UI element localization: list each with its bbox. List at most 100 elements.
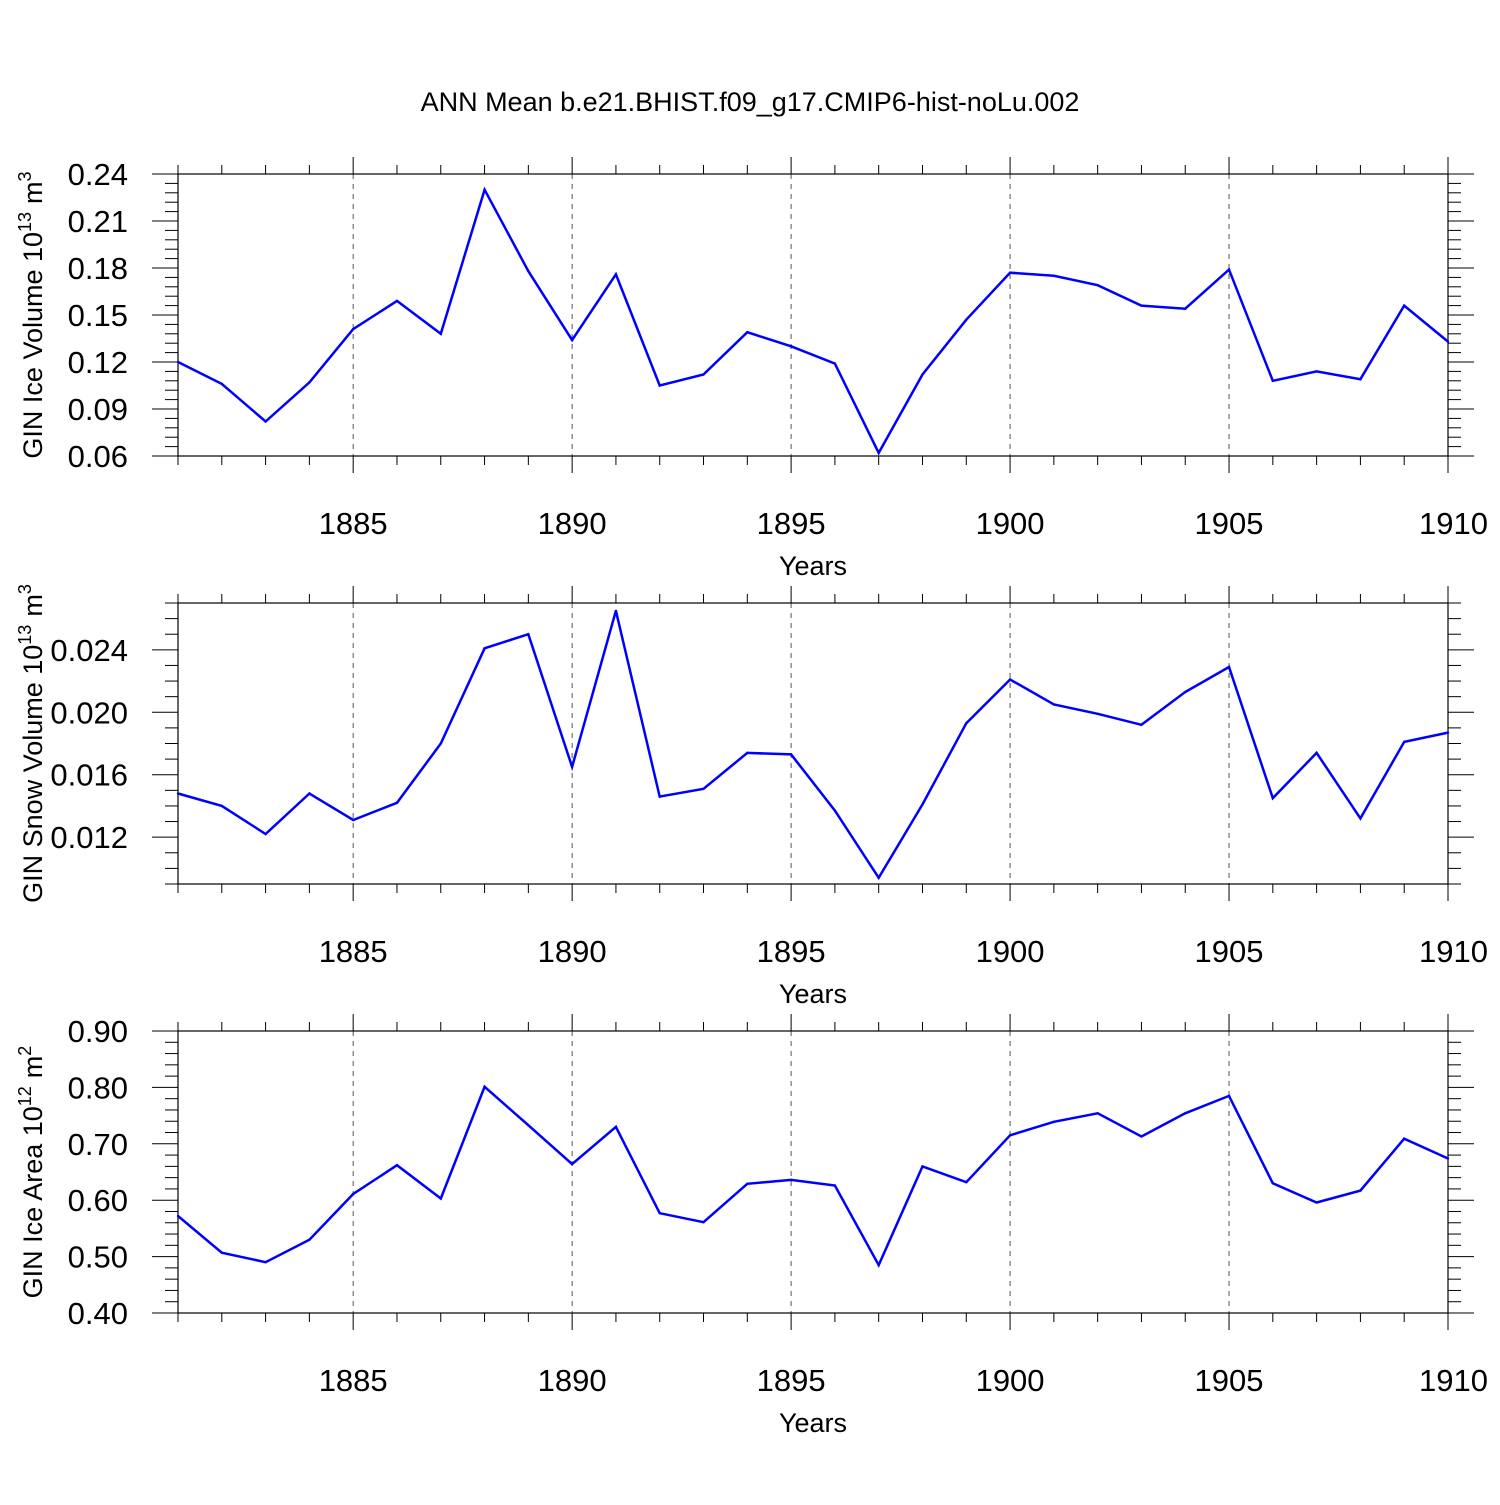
data-point (527, 633, 530, 636)
panel-1: 0.06 0.09 0.12 0.15 0.18 0.21 0.24 1885 1890 1895… (15, 157, 1488, 581)
y-axis-label-superscript: 12 (15, 1086, 35, 1106)
data-point (877, 1263, 880, 1267)
y-axis-label-part: m (18, 181, 48, 204)
data-point (1052, 1120, 1056, 1124)
data-point (1227, 1094, 1231, 1098)
y-axis-label-part: GIN Snow Volume 10 (18, 645, 48, 903)
y-tick-label: 0.09 (68, 392, 128, 427)
x-axis-label: Years (779, 979, 847, 1009)
data-point (1008, 271, 1012, 274)
data-point (395, 1164, 399, 1167)
x-tick-label: 1895 (757, 1363, 826, 1398)
data-point (1096, 284, 1099, 287)
x-axis-label: Years (779, 1408, 847, 1438)
data-point (921, 1165, 924, 1168)
data-point (658, 1211, 661, 1215)
data-point (1359, 817, 1362, 820)
y-tick-label: 0.06 (68, 439, 128, 474)
data-point (1359, 1189, 1362, 1192)
y-tick-label: 0.40 (68, 1296, 128, 1331)
data-point (176, 1214, 180, 1218)
data-point (658, 384, 661, 387)
data-point (1052, 703, 1056, 706)
data-point (746, 331, 749, 334)
y-axis-label: GIN Ice Volume 1013 m3 (15, 171, 48, 458)
series-line (177, 610, 1449, 881)
data-point (570, 765, 574, 769)
data-point (1446, 340, 1450, 343)
data-point (1096, 1112, 1099, 1115)
data-point (1446, 1157, 1450, 1160)
data-point (439, 742, 442, 745)
y-axis-label: GIN Ice Area 1012 m2 (15, 1046, 48, 1299)
data-point (220, 1251, 223, 1254)
data-point (1140, 1135, 1143, 1138)
data-point (308, 792, 311, 795)
data-point (1446, 731, 1450, 734)
data-point (308, 1238, 311, 1241)
data-point (220, 382, 223, 386)
y-axis-label-part: GIN Ice Area 10 (18, 1106, 48, 1298)
x-tick-label: 1900 (976, 506, 1045, 541)
data-point (746, 1182, 749, 1186)
x-tick-label: 1910 (1419, 506, 1488, 541)
data-point (614, 609, 618, 613)
data-point (1315, 1201, 1318, 1204)
data-point (483, 188, 486, 191)
data-point (1403, 1137, 1406, 1140)
panel-3: 0.40 0.50 0.60 0.70 0.80 0.90 1885 1890 1895 1900… (15, 1014, 1488, 1438)
x-tick-label: 1890 (538, 934, 607, 969)
x-tick-label: 1890 (538, 1363, 607, 1398)
y-tick-label: 0.15 (68, 298, 128, 333)
y-tick-label: 0.020 (50, 695, 128, 730)
data-point (614, 1125, 618, 1129)
data-point (264, 832, 267, 836)
y-axis-label: GIN Snow Volume 1013 m3 (15, 584, 48, 903)
data-point (702, 373, 705, 376)
data-point (439, 1197, 442, 1200)
data-point (395, 299, 399, 303)
data-point (877, 876, 880, 879)
data-point (702, 787, 705, 790)
y-tick-label: 0.12 (68, 345, 128, 380)
y-axis-label-superscript: 13 (15, 212, 35, 232)
data-point (570, 338, 574, 342)
data-point (1184, 307, 1187, 310)
data-point (308, 381, 311, 384)
panel-2: 0.012 0.016 0.020 0.024 1885 1890 1895 1900 1905… (15, 584, 1488, 1009)
y-tick-label: 0.70 (68, 1127, 128, 1162)
data-point (1271, 796, 1275, 800)
data-point (833, 809, 837, 812)
x-tick-label: 1905 (1195, 934, 1264, 969)
data-point (658, 795, 661, 798)
data-point (264, 1261, 267, 1264)
x-tick-label: 1885 (319, 934, 388, 969)
data-point (833, 362, 837, 365)
data-point (527, 269, 530, 273)
y-axis-label-part: m (18, 594, 48, 617)
data-point (965, 1180, 968, 1184)
data-point (702, 1220, 705, 1224)
data-point (220, 804, 223, 808)
data-point (1008, 678, 1012, 681)
x-tick-label: 1885 (319, 506, 388, 541)
data-point (1227, 268, 1231, 271)
data-point (1315, 751, 1318, 755)
data-point (789, 345, 793, 348)
x-tick-label: 1900 (976, 1363, 1045, 1398)
y-tick-label: 0.18 (68, 251, 128, 286)
data-point (351, 818, 355, 822)
data-point (614, 273, 618, 276)
x-tick-label: 1885 (319, 1363, 388, 1398)
x-axis-label: Years (779, 551, 847, 581)
data-point (877, 451, 880, 455)
panels: 0.06 0.09 0.12 0.15 0.18 0.21 0.24 1885 1890 1895… (15, 157, 1488, 1438)
data-point (351, 327, 355, 331)
x-tick-label: 1905 (1195, 1363, 1264, 1398)
data-point (1271, 1182, 1275, 1185)
data-point (965, 318, 968, 321)
series-line (177, 1084, 1449, 1268)
x-tick-label: 1910 (1419, 1363, 1488, 1398)
